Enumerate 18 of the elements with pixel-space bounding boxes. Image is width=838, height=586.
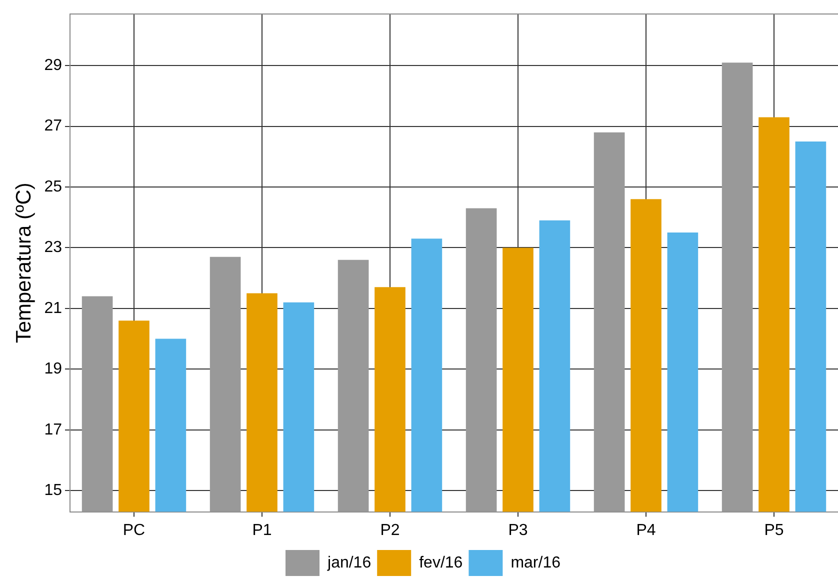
y-tick-label: 19 xyxy=(44,360,62,378)
y-tick-label: 15 xyxy=(44,482,62,499)
x-tick-label: P2 xyxy=(380,522,400,539)
legend-label: jan/16 xyxy=(326,554,372,572)
y-tick-label: 25 xyxy=(44,178,62,196)
legend-label: fev/16 xyxy=(419,554,463,572)
x-tick-label: P5 xyxy=(764,522,784,539)
x-tick-label: PC xyxy=(122,522,146,539)
x-tick-label: P4 xyxy=(636,522,656,539)
x-tick-label: P3 xyxy=(508,522,528,539)
y-tick-label: 17 xyxy=(44,421,62,438)
legend-label: mar/16 xyxy=(510,554,561,572)
y-tick-label: 29 xyxy=(44,57,62,74)
y-tick-label: 27 xyxy=(44,118,62,135)
x-tick-label: P1 xyxy=(252,522,272,539)
y-tick-label: 21 xyxy=(44,300,62,317)
y-tick-label: 23 xyxy=(44,239,62,256)
y-axis-title: Temperatura (ºC) xyxy=(12,182,36,344)
